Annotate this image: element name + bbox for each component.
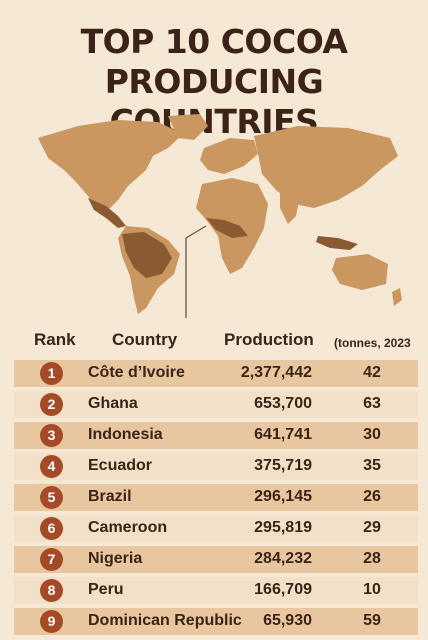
- map-south-america-producers: [122, 232, 172, 278]
- table-row: 5 Brazil 296,145 26: [14, 484, 418, 511]
- table-row: 1 Côte d’Ivoire 2,377,442 42: [14, 360, 418, 387]
- country-name: Peru: [88, 581, 124, 598]
- share-value: 10: [363, 581, 381, 598]
- rank-badge: 1: [40, 362, 63, 385]
- country-name: Ecuador: [88, 457, 153, 474]
- world-map: [38, 114, 402, 318]
- share-value: 63: [363, 395, 381, 412]
- share-value: 29: [363, 519, 381, 536]
- production-value: 2,377,442: [240, 364, 312, 381]
- table-row: 8 Peru 166,709 10: [14, 577, 418, 604]
- share-value: 30: [363, 426, 381, 443]
- map-india: [280, 192, 300, 224]
- map-north-america: [38, 120, 183, 212]
- rank-badge: 6: [40, 517, 63, 540]
- map-europe: [200, 138, 258, 174]
- country-name: Indonesia: [88, 426, 163, 443]
- rank-badge: 7: [40, 548, 63, 571]
- header-production: Production: [224, 330, 314, 349]
- share-value: 28: [363, 550, 381, 567]
- rank-badge: 3: [40, 424, 63, 447]
- share-value: 42: [363, 364, 381, 381]
- header-unit: (tonnes, 2023: [334, 336, 411, 350]
- table-body: 1 Côte d’Ivoire 2,377,442 42 2 Ghana 653…: [14, 360, 418, 639]
- map-asia: [254, 126, 398, 208]
- production-value: 375,719: [254, 457, 312, 474]
- production-value: 296,145: [254, 488, 312, 505]
- production-value: 295,819: [254, 519, 312, 536]
- production-value: 166,709: [254, 581, 312, 598]
- page-title: TOP 10 COCOA PRODUCING COUNTRIES: [0, 22, 428, 142]
- header-country: Country: [112, 330, 178, 349]
- table-header: Rank Country Production (tonnes, 2023: [0, 330, 428, 354]
- production-value: 653,700: [254, 395, 312, 412]
- rank-badge: 4: [40, 455, 63, 478]
- country-name: Côte d’Ivoire: [88, 364, 185, 381]
- rank-badge: 9: [40, 610, 63, 633]
- map-leader-line: [185, 225, 207, 239]
- header-rank: Rank: [34, 330, 76, 349]
- rank-badge: 5: [40, 486, 63, 509]
- rank-badge: 2: [40, 393, 63, 416]
- production-value: 284,232: [254, 550, 312, 567]
- table-row: 2 Ghana 653,700 63: [14, 391, 418, 418]
- country-name: Cameroon: [88, 519, 168, 536]
- table-row: 9 Dominican Republic 65,930 59: [14, 608, 418, 635]
- map-new-zealand: [392, 288, 402, 306]
- country-name: Dominican Republic: [88, 612, 242, 629]
- map-west-africa-producers: [206, 218, 248, 238]
- map-australia: [332, 254, 388, 290]
- country-name: Brazil: [88, 488, 132, 505]
- share-value: 35: [363, 457, 381, 474]
- country-name: Nigeria: [88, 550, 143, 567]
- table-row: 7 Nigeria 284,232 28: [14, 546, 418, 573]
- share-value: 26: [363, 488, 381, 505]
- map-greenland: [168, 114, 208, 140]
- table-row: 3 Indonesia 641,741 30: [14, 422, 418, 449]
- rank-badge: 8: [40, 579, 63, 602]
- table-row: 6 Cameroon 295,819 29: [14, 515, 418, 542]
- map-indonesia: [316, 236, 358, 250]
- production-value: 65,930: [263, 612, 312, 629]
- country-name: Ghana: [88, 395, 138, 412]
- table-row: 4 Ecuador 375,719 35: [14, 453, 418, 480]
- production-value: 641,741: [254, 426, 312, 443]
- share-value: 59: [363, 612, 381, 629]
- title-line-1: TOP 10 COCOA: [80, 22, 348, 61]
- map-central-america: [88, 198, 126, 228]
